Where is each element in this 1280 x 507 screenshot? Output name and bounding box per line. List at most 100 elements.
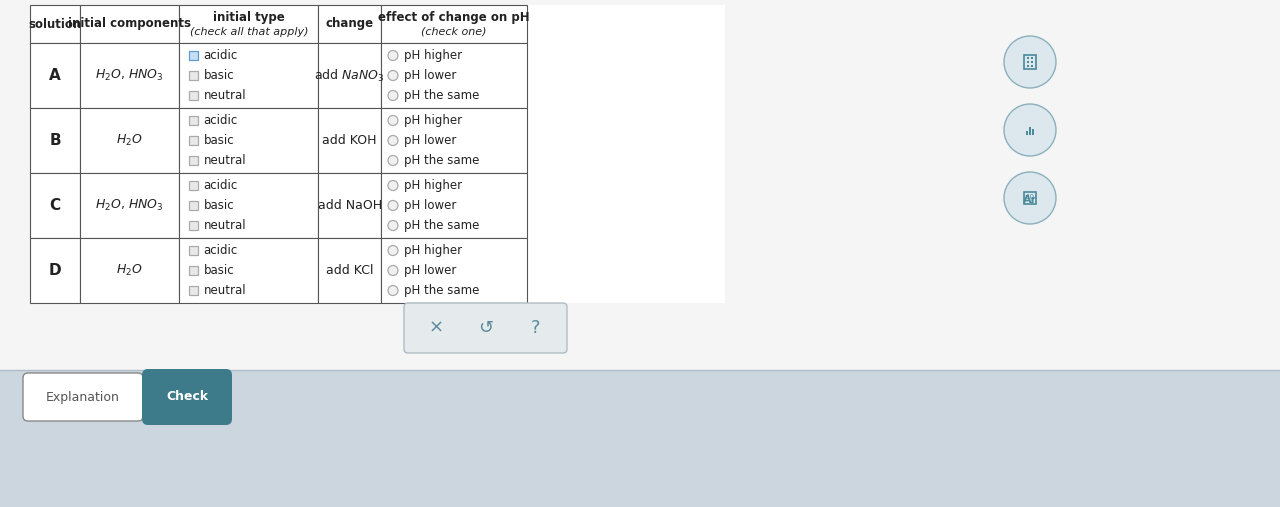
Bar xyxy=(179,108,319,173)
Circle shape xyxy=(388,70,398,81)
Circle shape xyxy=(1004,172,1056,224)
Bar xyxy=(189,71,198,80)
Bar xyxy=(381,5,527,43)
Text: neutral: neutral xyxy=(204,219,246,232)
Circle shape xyxy=(1004,36,1056,88)
Text: B: B xyxy=(49,133,61,148)
Text: pH higher: pH higher xyxy=(404,244,462,257)
Text: initial components: initial components xyxy=(68,18,191,30)
Text: add KOH: add KOH xyxy=(323,134,376,147)
Text: basic: basic xyxy=(204,199,234,212)
Bar xyxy=(1030,57,1033,59)
Text: C: C xyxy=(50,198,60,213)
Bar xyxy=(179,43,319,108)
Bar xyxy=(1024,192,1036,204)
Circle shape xyxy=(388,135,398,146)
Bar xyxy=(189,221,198,230)
Text: pH the same: pH the same xyxy=(404,284,479,297)
Circle shape xyxy=(388,91,398,100)
Circle shape xyxy=(388,180,398,191)
Bar xyxy=(179,5,319,43)
Bar xyxy=(189,91,198,100)
Bar xyxy=(381,173,527,238)
Text: $H_2O$: $H_2O$ xyxy=(116,133,143,148)
Bar xyxy=(179,173,319,238)
Bar xyxy=(189,201,198,210)
Text: acidic: acidic xyxy=(204,49,238,62)
Bar xyxy=(381,238,527,303)
Bar xyxy=(319,5,381,43)
Circle shape xyxy=(388,116,398,126)
Text: acidic: acidic xyxy=(204,244,238,257)
Text: (check one): (check one) xyxy=(421,27,486,37)
Circle shape xyxy=(388,200,398,210)
Bar xyxy=(1030,64,1033,67)
Bar xyxy=(1024,55,1036,69)
Bar xyxy=(29,173,81,238)
Text: D: D xyxy=(49,263,61,278)
Text: pH higher: pH higher xyxy=(404,179,462,192)
Bar xyxy=(29,108,81,173)
Text: Explanation: Explanation xyxy=(46,390,120,404)
Bar xyxy=(319,173,381,238)
Text: neutral: neutral xyxy=(204,89,246,102)
Bar xyxy=(81,5,179,43)
Text: Check: Check xyxy=(166,390,209,404)
Circle shape xyxy=(1004,104,1056,156)
Text: $H_2O$, $HNO_3$: $H_2O$, $HNO_3$ xyxy=(96,198,164,213)
Bar xyxy=(381,108,527,173)
Bar xyxy=(1027,131,1028,134)
Bar xyxy=(81,238,179,303)
Text: pH lower: pH lower xyxy=(404,134,457,147)
Text: A: A xyxy=(49,68,61,83)
Text: acidic: acidic xyxy=(204,114,238,127)
Text: pH higher: pH higher xyxy=(404,114,462,127)
Text: pH lower: pH lower xyxy=(404,199,457,212)
Circle shape xyxy=(388,266,398,275)
Text: add NaOH: add NaOH xyxy=(317,199,381,212)
Text: initial type: initial type xyxy=(212,11,285,23)
Bar xyxy=(81,173,179,238)
Bar xyxy=(29,5,724,303)
Text: effect of change on pH: effect of change on pH xyxy=(378,11,530,23)
Bar xyxy=(189,246,198,255)
Bar xyxy=(189,266,198,275)
Text: basic: basic xyxy=(204,134,234,147)
Bar xyxy=(29,5,81,43)
Bar xyxy=(29,43,81,108)
Text: pH the same: pH the same xyxy=(404,154,479,167)
Bar xyxy=(1032,129,1034,134)
Text: $H_2O$: $H_2O$ xyxy=(116,263,143,278)
Text: acidic: acidic xyxy=(204,179,238,192)
Text: pH lower: pH lower xyxy=(404,69,457,82)
Circle shape xyxy=(388,156,398,165)
Text: 10: 10 xyxy=(1025,194,1034,200)
Bar xyxy=(29,238,81,303)
Text: ?: ? xyxy=(530,319,540,337)
Circle shape xyxy=(388,51,398,60)
Bar xyxy=(189,51,198,60)
Text: $H_2O$, $HNO_3$: $H_2O$, $HNO_3$ xyxy=(96,68,164,83)
Bar xyxy=(189,136,198,145)
Bar xyxy=(189,116,198,125)
Text: basic: basic xyxy=(204,264,234,277)
Text: Ar: Ar xyxy=(1023,196,1037,205)
Bar xyxy=(319,108,381,173)
Text: add KCl: add KCl xyxy=(326,264,374,277)
Text: add $NaNO_3$: add $NaNO_3$ xyxy=(315,67,385,84)
Text: pH the same: pH the same xyxy=(404,219,479,232)
FancyBboxPatch shape xyxy=(23,373,143,421)
Bar xyxy=(0,370,1280,507)
Bar xyxy=(81,43,179,108)
Text: ↺: ↺ xyxy=(477,319,493,337)
Text: (check all that apply): (check all that apply) xyxy=(189,27,308,37)
Text: neutral: neutral xyxy=(204,284,246,297)
Text: neutral: neutral xyxy=(204,154,246,167)
Bar xyxy=(1027,61,1029,63)
FancyBboxPatch shape xyxy=(404,303,567,353)
Text: pH lower: pH lower xyxy=(404,264,457,277)
Bar xyxy=(189,286,198,295)
Text: basic: basic xyxy=(204,69,234,82)
Bar xyxy=(189,156,198,165)
Circle shape xyxy=(388,221,398,231)
